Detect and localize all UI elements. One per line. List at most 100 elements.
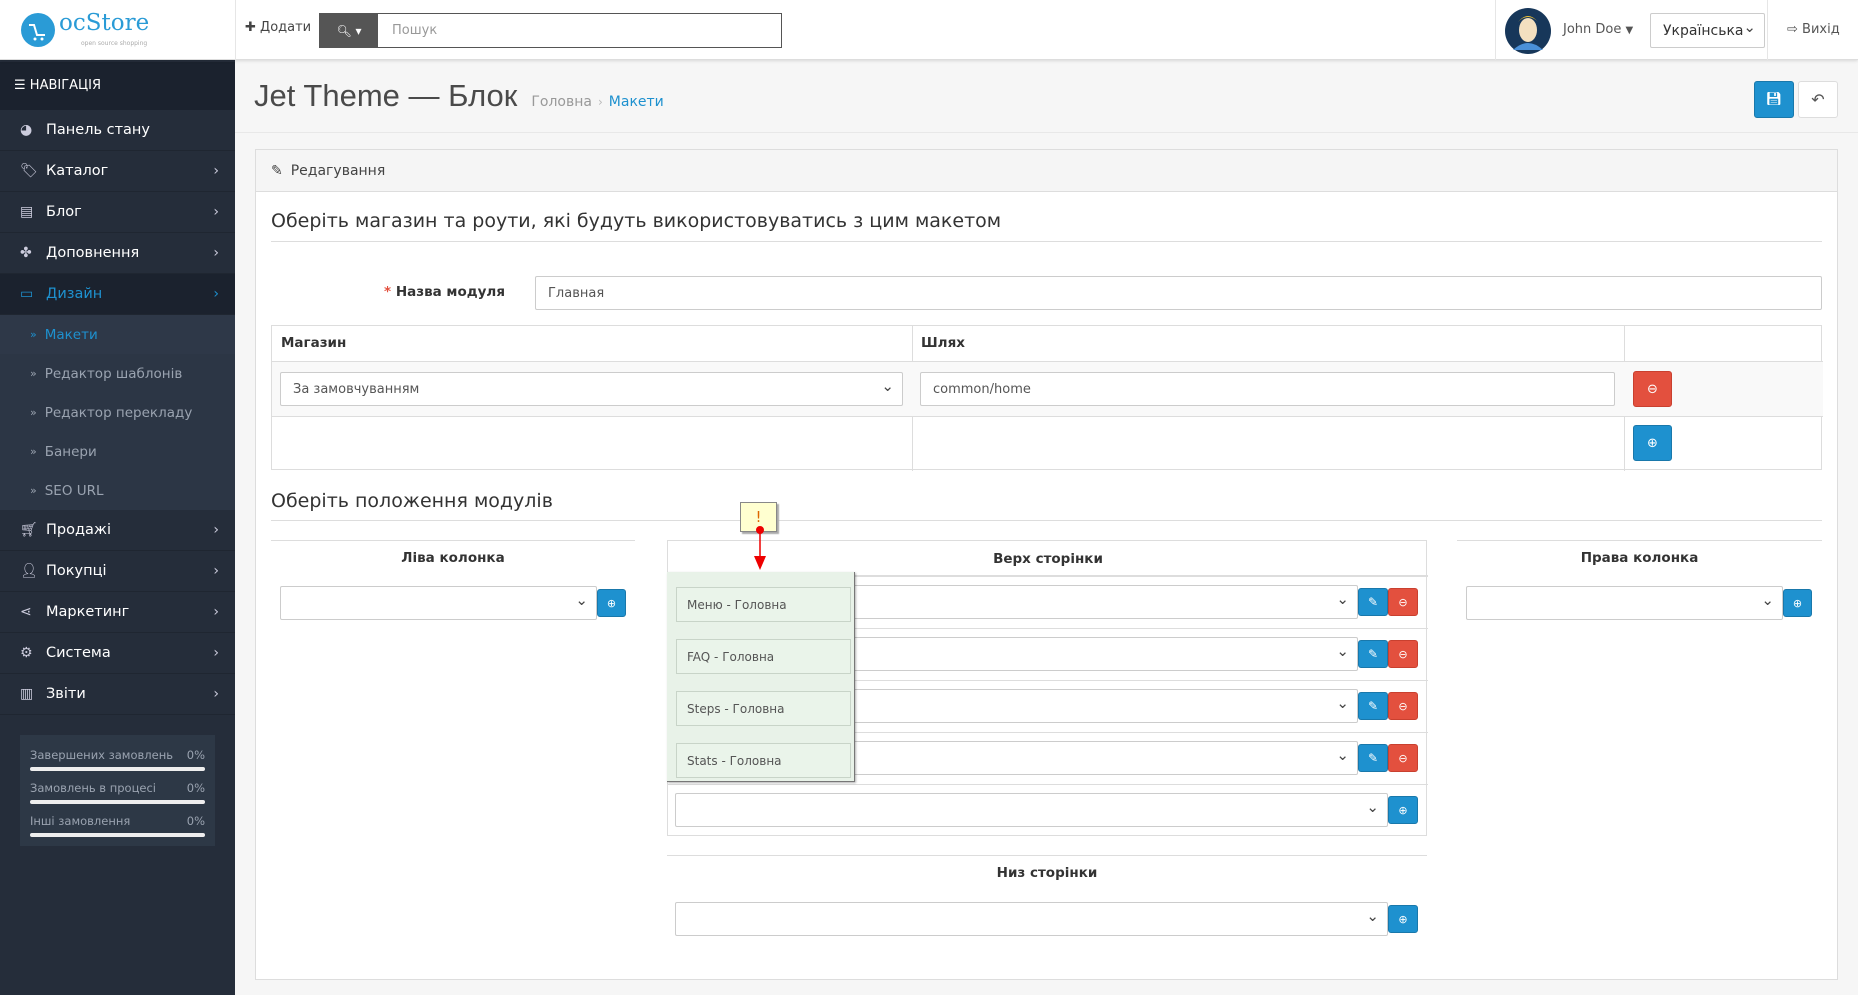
stat-progress-bar <box>30 767 205 771</box>
breadcrumb-layouts[interactable]: Макети <box>608 94 664 110</box>
edit-module-button[interactable]: ✎ <box>1358 588 1388 616</box>
drag-module-item[interactable]: Меню - Головна <box>676 587 851 622</box>
tags-icon: 🏷︎ <box>20 163 38 179</box>
content-top-add-button[interactable]: ⊕ <box>1388 796 1418 824</box>
sidebar-item-marketing[interactable]: ⋖ Маркетинг › <box>0 592 235 633</box>
remove-module-button[interactable]: ⊖ <box>1388 692 1418 720</box>
content-top-new-select[interactable] <box>675 793 1388 827</box>
drag-module-item[interactable]: Steps - Головна <box>676 691 851 726</box>
edit-module-button[interactable]: ✎ <box>1358 744 1388 772</box>
plus-circle-icon: ⊕ <box>1647 435 1658 451</box>
user-menu[interactable]: John Doe ▼ <box>1563 22 1633 37</box>
logo[interactable]: ocStore open source shopping <box>20 12 149 48</box>
sidebar-item-dashboard[interactable]: ◕ Панель стану <box>0 110 235 151</box>
module-name-label-text: Назва модуля <box>395 284 505 300</box>
pencil-icon: ✎ <box>1367 595 1379 609</box>
remove-module-button[interactable]: ⊖ <box>1388 588 1418 616</box>
module-name-label: * Назва модуля <box>384 284 505 300</box>
chevron-right-icon: › <box>213 563 219 579</box>
save-button[interactable]: 💾︎ <box>1754 81 1794 118</box>
save-icon: 💾︎ <box>1765 92 1783 107</box>
search-icon: 🔍︎ <box>336 23 352 38</box>
sidebar-item-label: Звіти <box>46 686 86 702</box>
sign-out-icon: ⇨ <box>1787 22 1798 37</box>
back-button[interactable]: ↶ <box>1798 81 1838 118</box>
right-column-title: Права колонка <box>1580 550 1699 566</box>
add-route-button[interactable]: ⊕ <box>1633 425 1672 461</box>
sidebar-item-label: Покупці <box>46 563 107 579</box>
pencil-icon: ✎ <box>1367 647 1379 661</box>
sidebar-item-extensions[interactable]: ✤ Доповнення › <box>0 233 235 274</box>
plus-circle-icon: ⊕ <box>606 596 617 610</box>
pencil-icon: ✎ <box>1367 751 1379 765</box>
module-drag-list[interactable]: Меню - Головна FAQ - Головна Steps - Гол… <box>667 572 855 782</box>
submenu-translation-editor[interactable]: » Редактор перекладу <box>0 393 235 432</box>
sidebar-item-design[interactable]: ▭ Дизайн › <box>0 274 235 315</box>
chevron-right-icon: › <box>213 522 219 538</box>
left-column-add-button[interactable]: ⊕ <box>597 589 626 617</box>
legend-module-positions: Оберіть положення модулів <box>271 490 553 512</box>
sidebar-item-customers[interactable]: 👤︎ Покупці › <box>0 551 235 592</box>
add-label: Додати <box>260 20 312 35</box>
sidebar-item-blog[interactable]: ▤ Блог › <box>0 192 235 233</box>
language-select[interactable]: Українська <box>1650 13 1765 48</box>
sidebar-item-label: Дизайн <box>46 286 103 302</box>
monitor-icon: ▭ <box>20 286 34 302</box>
remove-module-button[interactable]: ⊖ <box>1388 640 1418 668</box>
search-input[interactable]: Пошук <box>392 23 438 38</box>
legend-store-routes: Оберіть магазин та роути, які будуть вик… <box>271 210 1002 232</box>
stat-progress-bar <box>30 800 205 804</box>
stat-completed: Завершених замовлень 0% <box>30 741 205 762</box>
content-bottom-add-button[interactable]: ⊕ <box>1388 905 1418 933</box>
sidebar-item-label: Панель стану <box>46 122 150 138</box>
double-chevron-icon: » <box>30 445 37 458</box>
remove-module-button[interactable]: ⊖ <box>1388 744 1418 772</box>
submenu-layouts[interactable]: » Макети <box>0 315 235 354</box>
drag-module-item[interactable]: Stats - Головна <box>676 743 851 778</box>
edit-module-button[interactable]: ✎ <box>1358 640 1388 668</box>
submenu-seo-url[interactable]: » SEO URL <box>0 471 235 510</box>
minus-circle-icon: ⊖ <box>1398 647 1408 661</box>
route-input[interactable]: common/home <box>920 372 1615 406</box>
sidebar-item-sales[interactable]: 🛒︎ Продажі › <box>0 510 235 551</box>
edit-module-button[interactable]: ✎ <box>1358 692 1388 720</box>
column-header-route: Шлях <box>921 335 965 351</box>
module-name-input[interactable]: Главная <box>535 276 1822 310</box>
right-column-select[interactable] <box>1466 586 1783 620</box>
avatar[interactable] <box>1505 8 1551 54</box>
panel-heading-text: Редагування <box>290 162 386 179</box>
reply-icon: ↶ <box>1811 90 1825 109</box>
sidebar-item-label: Продажі <box>46 522 111 538</box>
sidebar-item-reports[interactable]: ▥ Звіти › <box>0 674 235 715</box>
drag-module-item[interactable]: FAQ - Головна <box>676 639 851 674</box>
minus-circle-icon: ⊖ <box>1398 751 1408 765</box>
add-button[interactable]: ✚ Додати <box>245 20 312 35</box>
breadcrumb-home[interactable]: Головна <box>531 94 592 110</box>
stat-value: 0% <box>186 814 205 828</box>
right-column-add-button[interactable]: ⊕ <box>1783 589 1812 617</box>
dashboard-icon: ◕ <box>20 122 33 138</box>
logout-button[interactable]: ⇨ Вихід <box>1787 22 1840 37</box>
sidebar-item-catalog[interactable]: 🏷︎ Каталог › <box>0 151 235 192</box>
left-column-select[interactable] <box>280 586 597 620</box>
submenu-banners[interactable]: » Банери <box>0 432 235 471</box>
sidebar-item-label: Доповнення <box>46 245 140 261</box>
store-select[interactable]: За замовчуванням <box>280 372 903 406</box>
nav-title[interactable]: ☰ НАВІГАЦІЯ <box>0 62 235 110</box>
sidebar-item-system[interactable]: ⚙ Система › <box>0 633 235 674</box>
minus-circle-icon: ⊖ <box>1398 595 1408 609</box>
remove-route-button[interactable]: ⊖ <box>1633 371 1672 407</box>
book-icon: ▤ <box>20 204 34 220</box>
submenu-template-editor[interactable]: » Редактор шаблонів <box>0 354 235 393</box>
user-icon: 👤︎ <box>20 563 38 579</box>
double-chevron-icon: » <box>30 367 37 380</box>
search-type-button[interactable]: 🔍︎ ▾ <box>320 14 378 47</box>
puzzle-icon: ✤ <box>20 245 32 261</box>
content-bottom-title: Низ сторінки <box>996 865 1098 881</box>
minus-circle-icon: ⊖ <box>1647 381 1658 397</box>
bar-chart-icon: ▥ <box>20 686 34 702</box>
user-name: John Doe <box>1563 22 1622 37</box>
submenu-label: Редактор шаблонів <box>44 365 183 382</box>
content-bottom-select[interactable] <box>675 902 1388 936</box>
chevron-right-icon: › <box>213 286 219 302</box>
